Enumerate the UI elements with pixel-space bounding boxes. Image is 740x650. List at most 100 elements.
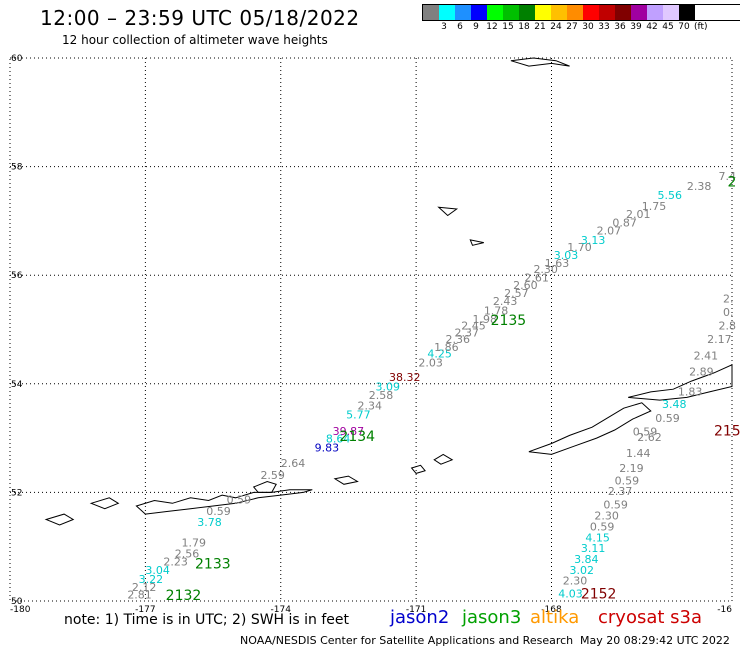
legend-swatch: [439, 5, 455, 20]
wave-height-reading: 4.25: [427, 348, 452, 361]
track-id: 2132: [166, 588, 202, 604]
wave-height-reading: 39.87: [333, 425, 365, 438]
lat-tick-label: 54: [11, 380, 23, 390]
wave-height-reading: 2.62: [637, 431, 662, 444]
legend-swatch: [647, 5, 663, 20]
wave-height-reading: 3.78: [197, 516, 222, 529]
legend-unit: (ft): [694, 22, 708, 32]
wave-height-reading: 2.81: [127, 588, 152, 601]
wave-height-reading: 2.8: [718, 320, 736, 333]
wave-height-reading: 9.83: [315, 442, 340, 455]
lon-tick-label: -171: [406, 605, 426, 615]
lon-tick-label: -177: [135, 605, 155, 615]
wave-height-reading: 2.37: [608, 485, 633, 498]
legend-label: 45: [662, 22, 674, 32]
track-id: 2135: [491, 313, 527, 329]
lon-tick-label: -174: [271, 605, 292, 615]
legend-swatch: [615, 5, 631, 20]
lon-tick-label: -180: [10, 605, 31, 615]
legend-label: 24: [550, 22, 562, 32]
wave-height-reading: 3.48: [662, 398, 687, 411]
legend-label: 30: [582, 22, 594, 32]
wave-height-reading: 2.38: [687, 180, 712, 193]
wave-height-reading: 3.11: [581, 542, 606, 555]
wave-height-reading: 2.30: [594, 510, 619, 523]
legend-label: 36: [614, 22, 626, 32]
wave-height-reading: 0.59: [655, 412, 680, 425]
wave-height-reading: 0.59: [603, 499, 628, 512]
legend-label: 6: [457, 22, 463, 32]
coastline: [252, 480, 277, 493]
wave-height-reading: 4.03: [558, 588, 583, 601]
wave-height-reading: 2.41: [694, 349, 719, 362]
legend-swatch: [551, 5, 567, 20]
wave-height-reading: 2.37: [454, 327, 479, 340]
coastline: [44, 513, 75, 526]
wave-height-reading: 1.70: [567, 241, 592, 254]
wave-height-reading: 2.30: [563, 575, 588, 588]
legend-swatch: [583, 5, 599, 20]
coastline: [437, 206, 459, 217]
wave-height-reading: 2.: [723, 292, 734, 305]
wave-height-reading: 3.02: [570, 564, 595, 577]
lat-tick-label: 56: [11, 271, 23, 281]
track-id: 2133: [195, 556, 231, 572]
legend-label: 3: [441, 22, 447, 32]
legend-label: 18: [518, 22, 530, 32]
coastline: [469, 239, 484, 246]
legend-label: 9: [473, 22, 479, 32]
wave-height-reading: 2.57: [504, 287, 529, 300]
legend-swatch: [471, 5, 487, 20]
legend-label: 70: [678, 22, 690, 32]
color-legend: 3 6 9 12 15 18 21 24 27 30 33 36 39 42 45 70 (ft): [422, 4, 740, 33]
lon-tick-label: -168: [541, 605, 562, 615]
wave-height-reading: 8.64: [326, 432, 351, 445]
coastline: [333, 475, 359, 485]
wave-height-reading: 3.22: [139, 573, 164, 586]
legend-swatches: [422, 4, 740, 21]
track-id: 2: [727, 175, 736, 191]
legend-swatch: [503, 5, 519, 20]
wave-height-reading: 0.: [723, 306, 734, 319]
wave-height-reading: 0.59: [633, 425, 658, 438]
mission-label: altika: [530, 607, 580, 628]
wave-height-reading: 1.78: [484, 304, 509, 317]
coastline: [135, 489, 313, 515]
wave-height-reading: 2.17: [707, 333, 732, 346]
wave-height-reading: 2.12: [132, 581, 157, 594]
wave-height-reading: 38.32: [389, 371, 421, 384]
wave-height-reading: 2.89: [689, 366, 714, 379]
legend-swatch: [487, 5, 503, 20]
wave-height-reading: 3.04: [145, 564, 170, 577]
coastline: [628, 364, 733, 401]
legend-swatch: [519, 5, 535, 20]
mission-label: jason2: [390, 607, 450, 628]
map-subtitle: 12 hour collection of altimeter wave hei…: [62, 33, 328, 47]
wave-height-reading: 1.98: [473, 313, 498, 326]
wave-height-reading: 5.56: [658, 189, 683, 202]
legend-swatch: [567, 5, 583, 20]
lat-tick-label: 58: [11, 163, 23, 173]
wave-height-reading: 2.07: [597, 224, 622, 237]
legend-label: 42: [646, 22, 658, 32]
wave-height-reading: 0.59: [615, 474, 640, 487]
wave-height-reading: 0.87: [612, 216, 637, 229]
wave-height-reading: 0.59: [227, 493, 252, 506]
legend-swatch: [679, 5, 695, 20]
legend-swatch: [423, 5, 439, 20]
lat-tick-label: 50: [11, 597, 23, 607]
coastline: [410, 464, 426, 474]
wave-height-reading: 2.61: [524, 272, 549, 285]
lon-tick-label: -16: [717, 605, 732, 615]
wave-height-reading: 1.75: [642, 200, 667, 213]
wave-height-reading: 1.63: [545, 257, 570, 270]
legend-label: 12: [486, 22, 498, 32]
wave-height-reading: 4.15: [585, 531, 610, 544]
wave-height-reading: 3.03: [554, 249, 579, 262]
mission-label: cryosat s3a: [598, 607, 703, 628]
legend-swatch: [631, 5, 647, 20]
wave-height-reading: 2.60: [513, 279, 538, 292]
wave-height-reading: 2.43: [493, 295, 518, 308]
coastline: [510, 57, 570, 67]
wave-height-reading: 2.64: [281, 457, 306, 470]
